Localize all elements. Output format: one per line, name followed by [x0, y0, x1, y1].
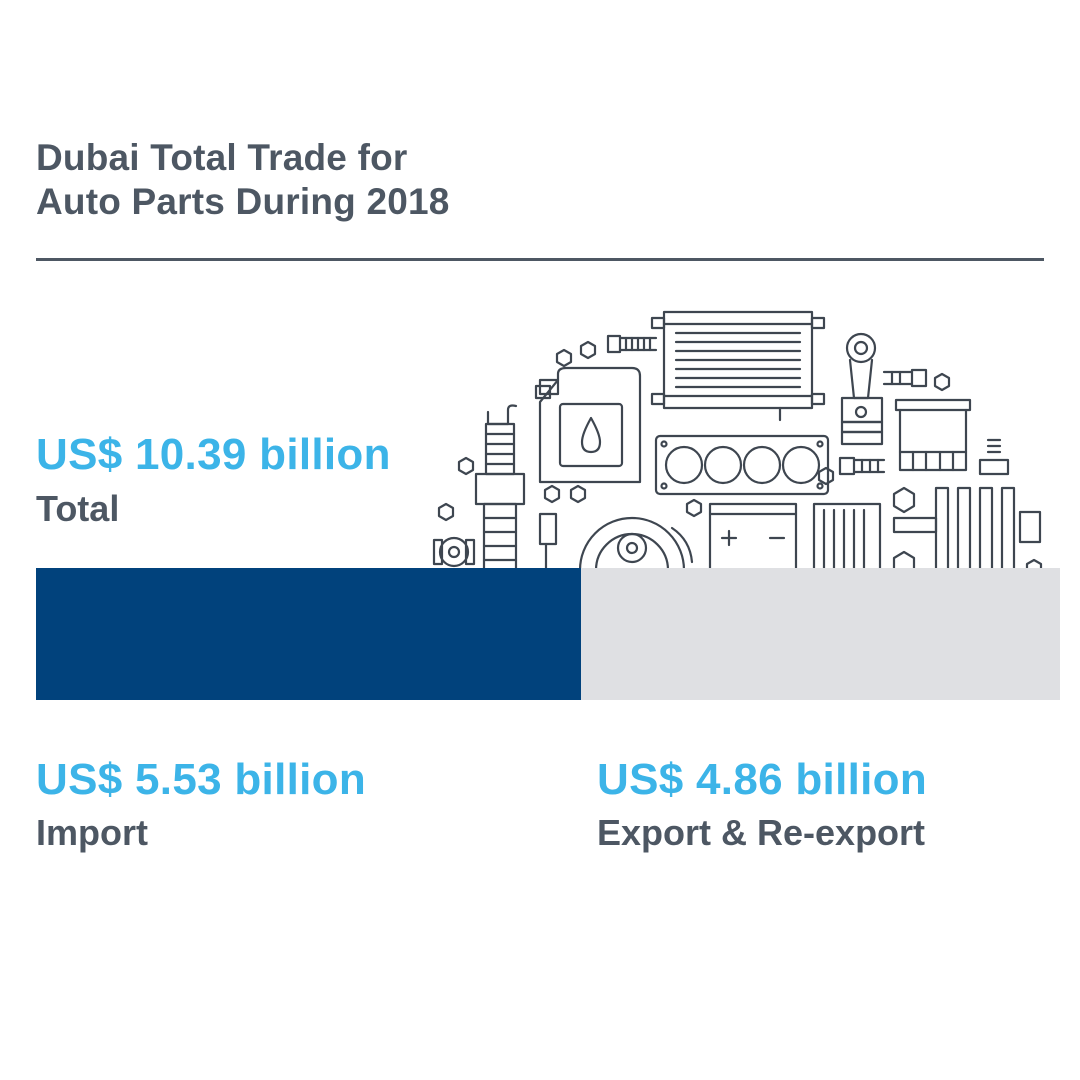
head-gasket-icon: [654, 434, 830, 496]
battery-icon: [708, 502, 798, 572]
brake-disc-icon: [578, 516, 694, 572]
chart-title-line-2: Auto Parts During 2018: [36, 181, 450, 223]
air-filter-icon: [812, 502, 882, 572]
total-label: Total: [36, 488, 120, 529]
export-value: US$ 4.86 billion: [597, 755, 928, 804]
oil-filter-icon: [894, 398, 972, 472]
auto-parts-illustration: [432, 310, 1043, 572]
stacked-bar-chart: [36, 568, 1060, 700]
radiator-icon: [650, 310, 826, 422]
nut-icon: [437, 340, 1043, 572]
import-value: US$ 5.53 billion: [36, 755, 367, 804]
clamp-icon: [432, 512, 558, 572]
crankshaft-icon: [892, 486, 1042, 572]
chart-title-line-1: Dubai Total Trade for: [36, 137, 408, 178]
total-value: US$ 10.39 billion: [36, 430, 391, 479]
chart-title: Dubai Total Trade for Auto Parts During …: [36, 136, 736, 225]
title-divider: [36, 258, 1044, 261]
import-label: Import: [36, 812, 148, 853]
piston-icon: [840, 332, 884, 446]
spark-plug-icon: [474, 404, 526, 572]
oil-can-icon: [538, 366, 642, 484]
bar-segment-export: [581, 568, 1060, 700]
bolt-icon: [534, 334, 1010, 476]
bar-segment-import: [36, 568, 582, 700]
export-label: Export & Re-export: [597, 812, 926, 853]
